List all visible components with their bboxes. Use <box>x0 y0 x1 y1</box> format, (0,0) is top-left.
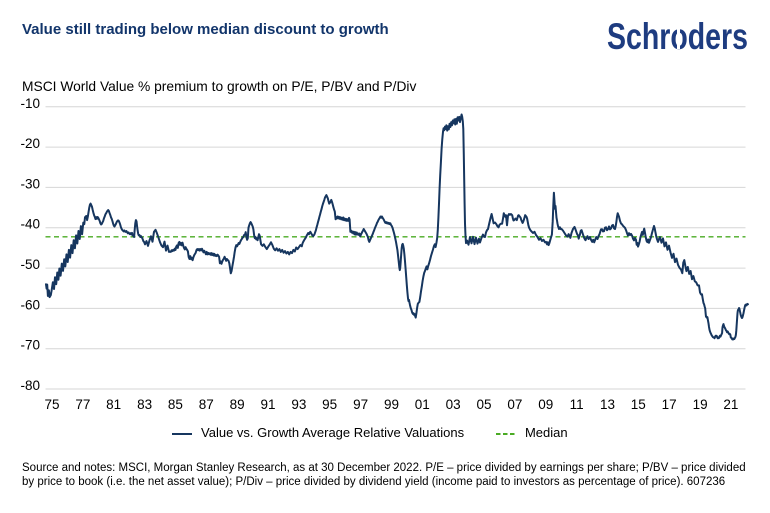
svg-text:89: 89 <box>230 397 245 412</box>
svg-text:95: 95 <box>322 397 337 412</box>
svg-text:85: 85 <box>168 397 183 412</box>
svg-text:75: 75 <box>44 397 59 412</box>
svg-text:-10: -10 <box>20 96 40 111</box>
svg-text:05: 05 <box>476 397 491 412</box>
svg-text:-50: -50 <box>20 257 40 272</box>
svg-text:15: 15 <box>631 397 646 412</box>
svg-text:97: 97 <box>353 397 368 412</box>
svg-text:-30: -30 <box>20 176 40 191</box>
svg-text:19: 19 <box>693 397 708 412</box>
svg-text:-70: -70 <box>20 338 40 353</box>
svg-text:-80: -80 <box>20 378 40 393</box>
svg-text:87: 87 <box>199 397 214 412</box>
svg-text:13: 13 <box>600 397 615 412</box>
svg-text:07: 07 <box>507 397 522 412</box>
svg-text:11: 11 <box>570 397 584 412</box>
svg-text:91: 91 <box>260 397 275 412</box>
svg-text:-20: -20 <box>20 136 40 151</box>
svg-text:09: 09 <box>538 397 553 412</box>
svg-text:93: 93 <box>291 397 306 412</box>
svg-text:17: 17 <box>662 397 677 412</box>
svg-text:-40: -40 <box>20 217 40 232</box>
svg-text:99: 99 <box>384 397 399 412</box>
svg-text:83: 83 <box>137 397 152 412</box>
svg-text:77: 77 <box>75 397 90 412</box>
svg-text:21: 21 <box>723 397 738 412</box>
svg-text:81: 81 <box>106 397 121 412</box>
svg-text:01: 01 <box>415 397 430 412</box>
svg-text:03: 03 <box>446 397 461 412</box>
svg-text:-60: -60 <box>20 297 40 312</box>
